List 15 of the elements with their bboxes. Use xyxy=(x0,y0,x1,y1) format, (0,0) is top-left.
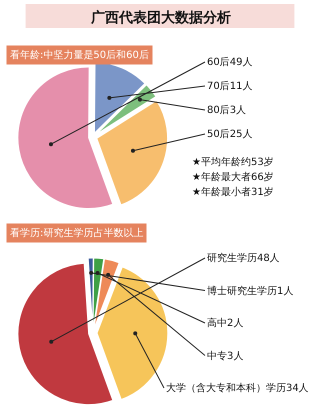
slice-label: 大学（含大专和本科）学历34人 xyxy=(166,382,309,394)
slice-label: 70后11人 xyxy=(207,80,252,92)
chart-subtitle: 看学历:研究生学历占半数以上 xyxy=(10,227,144,239)
slice-label: 研究生学历48人 xyxy=(207,252,280,264)
chart-title: 广西代表团大数据分析 xyxy=(90,9,231,26)
slice-label: 60后49人 xyxy=(207,56,252,68)
slice-label: 50后25人 xyxy=(207,128,252,140)
slice-label: 中专3人 xyxy=(207,350,244,362)
text: ★年龄最大者66岁 xyxy=(192,171,274,183)
text: ★平均年龄约53岁 xyxy=(192,156,274,168)
text: ★年龄最小者31岁 xyxy=(192,186,274,198)
slice-label: 博士研究生学历1人 xyxy=(207,285,294,297)
slice-label: 高中2人 xyxy=(207,317,244,329)
chart-subtitle: 看年龄:中坚力量是50后和60后 xyxy=(10,49,149,61)
slice-label: 80后3人 xyxy=(207,104,246,116)
